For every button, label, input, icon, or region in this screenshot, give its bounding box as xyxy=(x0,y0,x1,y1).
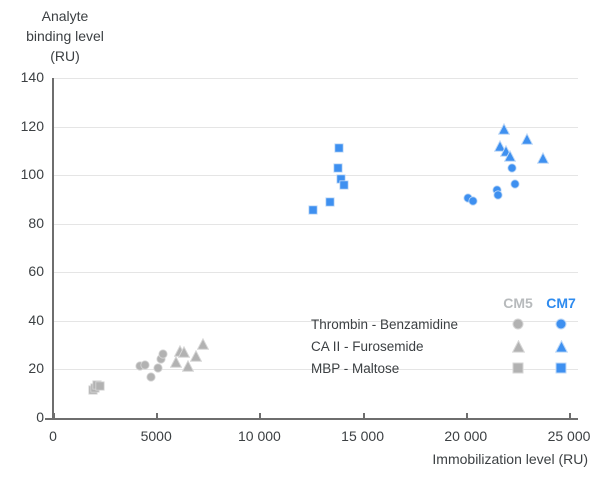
y-tick-label: 0 xyxy=(36,409,44,425)
y-tick-label: 80 xyxy=(28,214,44,231)
legend-header-cm5: CM5 xyxy=(503,295,533,311)
x-axis-tick xyxy=(569,413,571,418)
gridline xyxy=(54,320,578,322)
data-point xyxy=(503,149,517,162)
data-point xyxy=(468,196,478,206)
cm7-circle-marker-icon xyxy=(539,313,583,335)
data-point xyxy=(493,189,503,200)
gridline xyxy=(54,175,578,177)
x-tick-label: 0 xyxy=(49,428,57,444)
y-tick-label: 40 xyxy=(28,311,44,328)
data-point xyxy=(324,197,335,207)
y-tick-label: 20 xyxy=(28,360,44,377)
data-point xyxy=(333,163,343,173)
data-point xyxy=(510,179,520,189)
data-point xyxy=(196,337,209,350)
x-tick-label: 15 000 xyxy=(341,428,385,444)
data-point xyxy=(536,151,550,164)
gridline xyxy=(54,126,578,128)
data-point xyxy=(520,132,533,145)
cm5-circle-marker-icon xyxy=(497,313,539,335)
x-tick-label: 10 000 xyxy=(237,428,281,444)
x-axis-title: Immobilization level (RU) xyxy=(432,451,588,467)
cm7-square-marker-icon xyxy=(539,357,583,379)
gridline xyxy=(54,272,578,274)
x-axis-tick xyxy=(259,413,262,418)
y-axis-title-line: (RU) xyxy=(50,48,80,64)
data-point xyxy=(146,372,156,382)
data-point xyxy=(493,139,507,152)
x-axis-tick xyxy=(465,413,468,418)
data-point xyxy=(158,349,168,359)
plot-area xyxy=(52,78,578,420)
legend-header-cm7: CM7 xyxy=(546,295,576,311)
data-point xyxy=(334,143,344,154)
gridline xyxy=(54,369,578,371)
cm5-square-marker-icon xyxy=(497,357,539,379)
x-axis-tick xyxy=(53,413,55,418)
data-point xyxy=(177,346,191,359)
y-axis-title-line: binding level xyxy=(26,28,104,44)
y-tick-label: 60 xyxy=(28,263,44,280)
data-point xyxy=(507,163,517,173)
x-axis-tick xyxy=(156,413,159,418)
data-point xyxy=(308,205,318,215)
y-axis-title: Analyte binding level (RU) xyxy=(6,6,124,66)
y-axis-origin-tick xyxy=(45,418,52,420)
data-point xyxy=(497,122,511,135)
data-point xyxy=(181,359,195,372)
gridline xyxy=(54,78,578,79)
y-tick-label: 100 xyxy=(20,166,44,183)
y-tick-label: 140 xyxy=(20,69,44,85)
cm5-triangle-marker-icon xyxy=(497,335,539,357)
data-point xyxy=(190,349,203,362)
data-point xyxy=(95,381,106,392)
cm7-triangle-marker-icon xyxy=(539,335,583,357)
data-point xyxy=(339,180,349,190)
data-point xyxy=(153,363,163,373)
legend-label: Thrombin - Benzamidine xyxy=(311,316,459,332)
data-point xyxy=(169,355,182,368)
legend-label: MBP - Maltose xyxy=(311,360,400,376)
data-point xyxy=(140,359,150,370)
y-axis-title-line: Analyte xyxy=(41,8,89,24)
legend-label: CA II - Furosemide xyxy=(311,338,424,354)
x-axis-tick xyxy=(362,413,365,418)
x-tick-label: 5000 xyxy=(140,428,172,444)
y-tick-label: 120 xyxy=(20,117,44,134)
x-tick-label: 25 000 xyxy=(547,428,591,444)
gridline xyxy=(54,223,578,225)
legend: CM5 CM7 Thrombin - Benzamidine CA II - Furo… xyxy=(311,293,583,379)
x-tick-label: 20 000 xyxy=(444,428,488,444)
